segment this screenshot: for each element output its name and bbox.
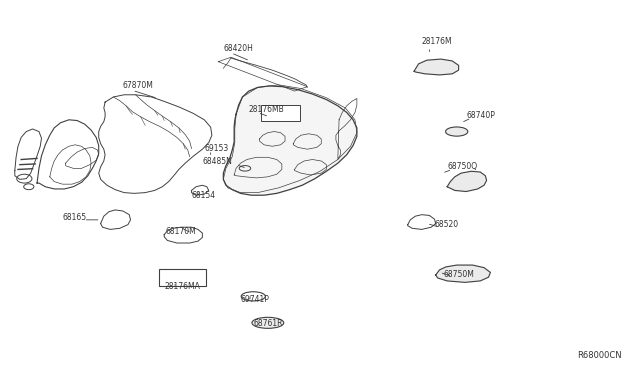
Text: R68000CN: R68000CN	[577, 351, 622, 360]
Polygon shape	[99, 95, 212, 193]
Text: 68740P: 68740P	[467, 111, 495, 120]
Text: 68420H: 68420H	[223, 44, 253, 53]
Polygon shape	[223, 86, 357, 195]
Polygon shape	[191, 185, 209, 195]
Polygon shape	[414, 59, 459, 75]
Text: 68761R: 68761R	[253, 318, 283, 328]
Polygon shape	[436, 265, 490, 282]
Polygon shape	[447, 171, 486, 192]
Text: 28176MB: 28176MB	[249, 105, 285, 114]
Text: 68170M: 68170M	[165, 227, 196, 235]
Text: 28176MA: 28176MA	[164, 282, 200, 291]
Polygon shape	[15, 129, 42, 179]
Polygon shape	[408, 215, 436, 230]
FancyBboxPatch shape	[261, 105, 300, 121]
Text: 69741P: 69741P	[241, 295, 269, 304]
Polygon shape	[37, 120, 99, 189]
Text: 69153: 69153	[204, 144, 228, 153]
Text: 68750Q: 68750Q	[447, 162, 477, 171]
Text: 68520: 68520	[435, 220, 459, 230]
Polygon shape	[164, 227, 202, 243]
Ellipse shape	[252, 317, 284, 328]
Text: 28176M: 28176M	[422, 37, 452, 46]
Text: 68485N: 68485N	[202, 157, 232, 166]
Text: 68165: 68165	[63, 213, 86, 222]
Text: 68750M: 68750M	[444, 270, 475, 279]
Text: 68154: 68154	[191, 191, 216, 200]
Text: 67870M: 67870M	[123, 81, 154, 90]
FancyBboxPatch shape	[159, 269, 206, 286]
Polygon shape	[100, 210, 131, 230]
Ellipse shape	[445, 127, 468, 136]
